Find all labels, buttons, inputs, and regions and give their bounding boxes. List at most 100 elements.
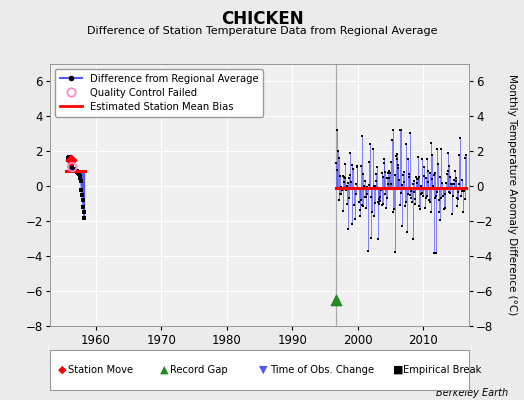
Point	[350, 184, 358, 191]
Point	[345, 195, 354, 201]
Point	[364, 181, 373, 188]
Point	[333, 166, 342, 173]
Point	[421, 205, 429, 211]
Point	[72, 168, 80, 175]
Point	[443, 168, 452, 175]
Point	[74, 170, 83, 176]
Point	[447, 181, 455, 187]
Point	[346, 172, 355, 178]
Point	[386, 181, 395, 188]
Point	[358, 202, 366, 208]
Point	[430, 250, 438, 256]
Point	[438, 180, 446, 186]
Point	[352, 181, 361, 187]
Point	[348, 162, 356, 168]
Point	[419, 184, 428, 191]
Point	[450, 176, 458, 183]
Point	[71, 166, 79, 173]
Point	[394, 165, 402, 171]
Point	[371, 183, 379, 190]
Point	[347, 221, 356, 227]
Point	[413, 176, 421, 182]
Point	[376, 194, 385, 200]
Point	[433, 188, 442, 195]
Point	[403, 229, 411, 235]
Point	[333, 127, 341, 134]
Point	[359, 171, 367, 177]
Text: ▼: ▼	[259, 365, 268, 375]
Point	[341, 175, 349, 182]
Point	[73, 170, 82, 176]
Point	[439, 193, 447, 199]
Point	[375, 201, 384, 207]
Point	[343, 226, 352, 232]
Point	[426, 199, 434, 205]
Point	[401, 185, 409, 191]
Point	[370, 200, 379, 206]
Point	[458, 208, 467, 215]
Point	[377, 187, 385, 194]
Point	[70, 166, 79, 172]
Point	[400, 202, 409, 209]
Point	[67, 157, 75, 163]
Point	[425, 170, 434, 177]
Point	[428, 176, 436, 183]
Point	[396, 202, 404, 208]
Point	[338, 186, 346, 193]
Point	[423, 156, 431, 162]
Point	[369, 213, 378, 219]
Point	[379, 201, 387, 208]
Point	[441, 190, 449, 197]
Point	[454, 189, 463, 195]
Point	[355, 207, 364, 214]
Point	[454, 196, 462, 202]
Point	[357, 133, 366, 140]
Point	[384, 181, 392, 187]
Point	[373, 164, 381, 170]
Point	[444, 162, 453, 169]
Point	[372, 171, 380, 178]
Point	[361, 194, 369, 200]
Point	[387, 159, 395, 165]
Point	[418, 156, 426, 162]
Point	[442, 186, 451, 193]
Point	[67, 157, 75, 163]
Point	[383, 194, 391, 201]
Point	[401, 141, 410, 147]
Point	[369, 146, 377, 152]
Point	[350, 202, 358, 209]
Point	[453, 194, 461, 201]
Point	[456, 134, 464, 141]
Point	[395, 177, 403, 184]
Point	[335, 196, 343, 203]
Point	[422, 194, 430, 201]
Point	[399, 171, 407, 178]
Point	[446, 174, 455, 180]
Point	[456, 193, 465, 200]
Point	[348, 165, 357, 172]
Point	[388, 137, 397, 144]
Point	[64, 155, 72, 162]
Point	[406, 192, 414, 198]
Point	[79, 197, 87, 204]
Text: Record Gap: Record Gap	[170, 365, 228, 375]
Legend: Difference from Regional Average, Quality Control Failed, Estimated Station Mean: Difference from Regional Average, Qualit…	[55, 69, 264, 117]
Point	[70, 167, 78, 174]
Point	[397, 190, 405, 196]
Point	[366, 140, 375, 147]
Point	[349, 186, 357, 193]
Point	[332, 160, 341, 166]
Point	[393, 156, 401, 162]
Point	[416, 206, 424, 212]
Point	[334, 148, 342, 155]
Point	[405, 171, 413, 177]
Point	[435, 197, 443, 204]
Point	[352, 191, 360, 197]
Point	[68, 164, 77, 170]
Point	[356, 213, 364, 220]
Text: Empirical Break: Empirical Break	[403, 365, 482, 375]
Point	[422, 193, 431, 199]
Text: Station Move: Station Move	[68, 365, 133, 375]
Point	[80, 209, 88, 216]
Point	[410, 189, 418, 195]
